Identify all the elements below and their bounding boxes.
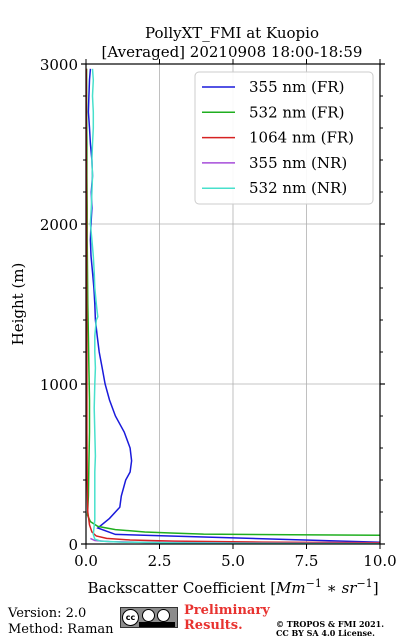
version-label: Version: 2.0 xyxy=(8,606,87,621)
preliminary-line-2: Results. xyxy=(184,618,243,633)
legend-label: 355 nm (FR) xyxy=(249,78,344,96)
x-axis-label-part: −1 xyxy=(306,577,322,590)
y-tick-label: 0 xyxy=(68,536,78,554)
y-tick-label: 1000 xyxy=(40,376,78,394)
x-tick-label: 5.0 xyxy=(221,552,245,570)
license-strip xyxy=(139,622,175,627)
x-axis-label-part: Backscatter Coefficient [ xyxy=(87,579,276,597)
y-tick-label: 3000 xyxy=(40,56,78,74)
share-alike-icon xyxy=(157,609,170,622)
x-axis-label-part: ∗ xyxy=(322,579,342,597)
x-tick-label: 2.5 xyxy=(148,552,172,570)
x-axis-label-part: sr xyxy=(342,579,358,597)
x-tick-label: 7.5 xyxy=(295,552,319,570)
y-tick-label: 2000 xyxy=(40,216,78,234)
backscatter-profile-chart: 0.0 2.5 5.0 7.5 10.0 0 1000 2000 3000 PollyXT_FMI… xyxy=(9,24,397,597)
method-label: Method: Raman xyxy=(8,622,114,637)
preliminary-line-1: Preliminary xyxy=(184,603,270,618)
x-tick-label: 10.0 xyxy=(363,552,396,570)
chart-title-line-1: PollyXT_FMI at Kuopio xyxy=(145,24,319,42)
cc-icon: cc xyxy=(122,609,139,626)
chart-title-line-2: [Averaged] 20210908 18:00-18:59 xyxy=(102,43,363,61)
attribution-icon xyxy=(142,609,155,622)
cc-by-sa-logo: cc xyxy=(120,607,178,628)
y-axis-label: Height (m) xyxy=(9,263,27,346)
legend-label: 532 nm (FR) xyxy=(249,103,344,121)
legend-label: 1064 nm (FR) xyxy=(249,129,354,147)
legend-box xyxy=(194,71,374,205)
x-axis-label-part: ] xyxy=(373,579,379,597)
preliminary-results-notice: Preliminary Results. xyxy=(184,603,270,633)
license-line-2: CC BY SA 4.0 License. xyxy=(276,628,375,638)
x-axis-label-part: −1 xyxy=(356,577,372,590)
copyright-license: © TROPOS & FMI 2021. CC BY SA 4.0 Licens… xyxy=(276,620,384,638)
footer-version-info: Version: 2.0 Method: Raman xyxy=(8,606,114,638)
x-axis-label-part: Mm xyxy=(275,579,306,597)
series-line xyxy=(89,68,380,544)
license-line-1: © TROPOS & FMI 2021. xyxy=(276,619,385,629)
legend-label: 355 nm (NR) xyxy=(249,154,347,172)
x-tick-label: 0.0 xyxy=(74,552,98,570)
x-axis-label: Backscatter Coefficient [Mm−1 ∗ sr−1] xyxy=(87,577,378,597)
legend-label: 532 nm (NR) xyxy=(249,179,347,197)
